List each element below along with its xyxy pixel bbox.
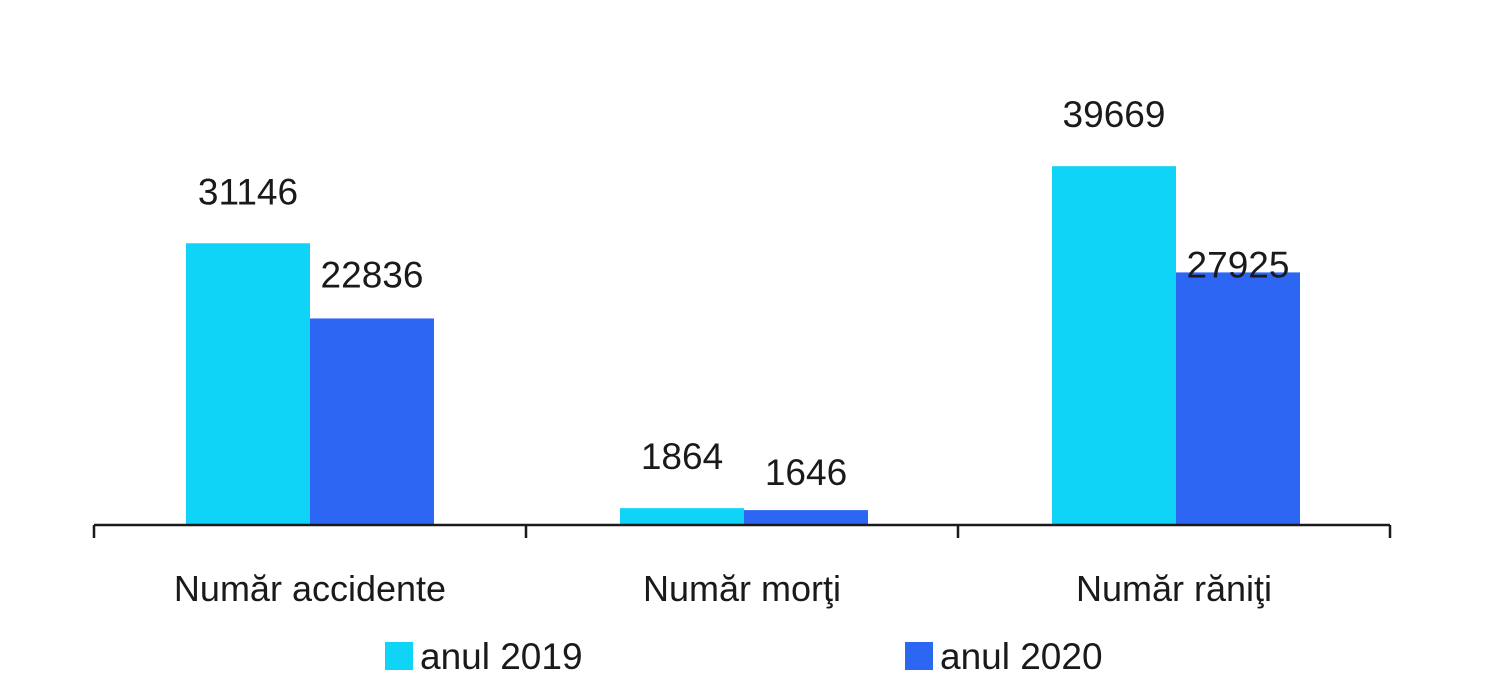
legend-swatch [385,642,413,670]
bar-value-label: 31146 [198,171,298,212]
bar-value-label: 1646 [765,452,847,493]
x-axis-ticks [92,525,1392,538]
bar [186,243,310,526]
bar-value-label: 39669 [1063,94,1166,135]
bar-value-label: 22836 [321,254,424,295]
bar [310,318,434,525]
category-label: Număr răniţi [1076,568,1272,609]
bars-group [186,166,1300,526]
legend-label: anul 2020 [940,636,1103,677]
bar [1176,272,1300,525]
legend-swatch [905,642,933,670]
category-labels-group: Număr accidente Număr morţi Număr răniţi [174,568,1272,609]
bar [620,508,744,525]
category-label: Număr morţi [643,568,841,609]
bar [1052,166,1176,526]
legend: anul 2019 anul 2020 [385,636,1103,677]
bar [744,510,868,525]
value-labels-group: 31146 22836 1864 1646 39669 27925 [198,94,1290,493]
category-label: Număr accidente [174,568,446,609]
bar-value-label: 27925 [1187,244,1290,285]
legend-label: anul 2019 [420,636,583,677]
bar-value-label: 1864 [641,436,723,477]
